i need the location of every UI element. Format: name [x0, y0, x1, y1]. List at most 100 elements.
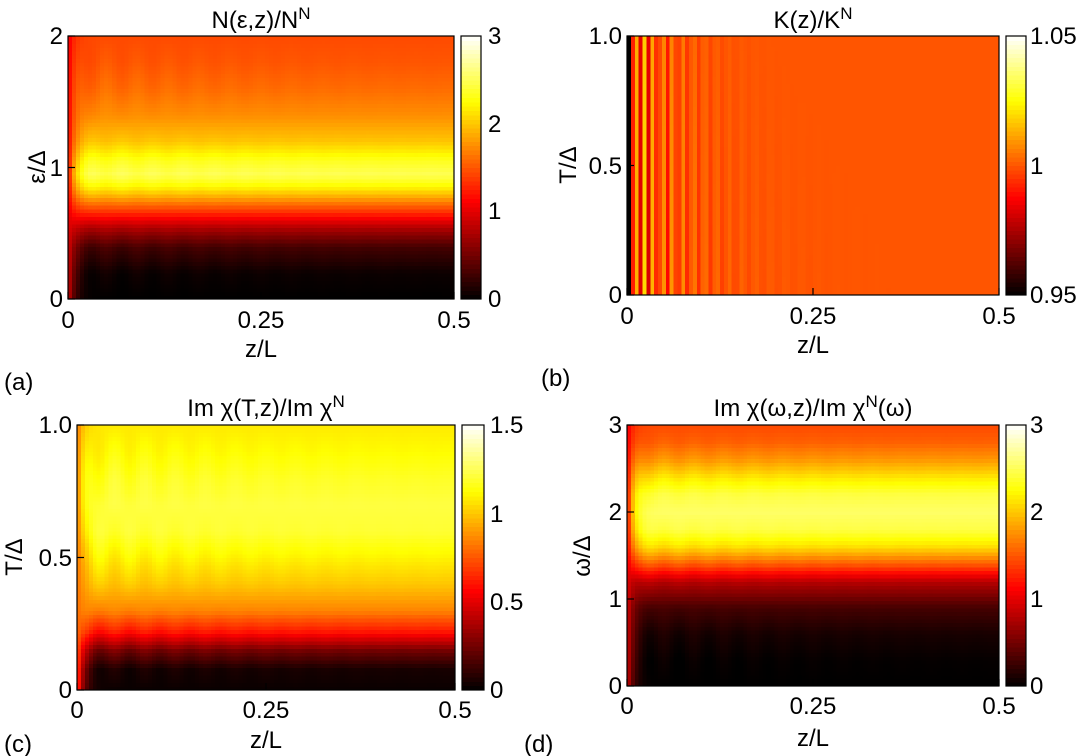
heatmap-cell — [100, 36, 105, 40]
heatmap-cell — [132, 77, 137, 81]
heatmap-cell — [88, 47, 93, 51]
heatmap-cell — [132, 74, 137, 78]
heatmap-cell — [72, 145, 77, 149]
heatmap-cell — [128, 47, 133, 51]
heatmap-cell — [96, 205, 101, 209]
heatmap-cell — [120, 66, 125, 70]
heatmap-cell — [84, 141, 89, 145]
heatmap-cell — [80, 107, 85, 111]
heatmap-cell — [124, 254, 129, 258]
heatmap-cell — [132, 276, 137, 280]
heatmap-cell — [92, 100, 97, 104]
heatmap-cell — [120, 224, 125, 228]
heatmap-cell — [100, 149, 105, 153]
heatmap-cell — [136, 246, 141, 250]
heatmap-cell — [152, 122, 157, 126]
heatmap-cell — [72, 194, 77, 198]
heatmap-cell — [132, 235, 137, 239]
heatmap-cell — [140, 66, 145, 70]
heatmap-cell — [80, 183, 85, 187]
heatmap-cell — [108, 126, 113, 130]
heatmap-cell — [136, 160, 141, 164]
heatmap-cell — [120, 74, 125, 78]
heatmap-cell — [124, 152, 129, 156]
heatmap-cell — [92, 89, 97, 93]
heatmap-cell — [128, 168, 133, 172]
heatmap-cell — [108, 44, 113, 48]
heatmap-cell — [144, 107, 149, 111]
heatmap-cell — [140, 265, 145, 269]
heatmap-cell — [100, 205, 105, 209]
heatmap-cell — [148, 70, 153, 74]
heatmap-cell — [104, 284, 109, 288]
heatmap-cell — [84, 213, 89, 217]
heatmap-cell — [120, 104, 125, 108]
heatmap-cell — [124, 250, 129, 254]
heatmap-cell — [136, 250, 141, 254]
heatmap-cell — [148, 77, 153, 81]
heatmap-cell — [88, 81, 93, 85]
heatmap-cell — [120, 179, 125, 183]
heatmap-cell — [116, 220, 121, 224]
heatmap-cell — [80, 179, 85, 183]
heatmap-cell — [152, 261, 157, 265]
heatmap-cell — [100, 47, 105, 51]
heatmap-cell — [132, 36, 137, 40]
heatmap-cell — [132, 51, 137, 55]
figure: N(ε,z)/NN 0 0.25 0.5 0 1 2 z/L ε/Δ 0 1 2… — [0, 0, 1080, 756]
heatmap-cell — [148, 137, 153, 141]
heatmap-cell — [136, 235, 141, 239]
heatmap-cell — [92, 254, 97, 258]
heatmap-cell — [124, 111, 129, 115]
heatmap-cell — [88, 92, 93, 96]
heatmap-cell — [68, 254, 73, 258]
heatmap-cell — [116, 111, 121, 115]
heatmap-cell — [116, 62, 121, 66]
heatmap-cell — [96, 246, 101, 250]
heatmap-cell — [92, 186, 97, 190]
heatmap-cell — [132, 183, 137, 187]
heatmap-cell — [88, 175, 93, 179]
heatmap-cell — [128, 198, 133, 202]
heatmap-cell — [120, 168, 125, 172]
heatmap-cell — [88, 171, 93, 175]
heatmap-cell — [152, 284, 157, 288]
heatmap-cell — [84, 284, 89, 288]
heatmap-cell — [116, 269, 121, 273]
heatmap-cell — [140, 239, 145, 243]
heatmap-cell — [148, 291, 153, 295]
heatmap-cell — [96, 40, 101, 44]
heatmap-cell — [108, 51, 113, 55]
heatmap-cell — [144, 190, 149, 194]
heatmap-cell — [96, 171, 101, 175]
heatmap-cell — [140, 134, 145, 138]
heatmap-cell — [132, 213, 137, 217]
heatmap-cell — [144, 235, 149, 239]
heatmap-cell — [124, 186, 129, 190]
heatmap-cell — [104, 107, 109, 111]
heatmap-cell — [104, 186, 109, 190]
heatmap-cell — [112, 62, 117, 66]
heatmap-cell — [96, 186, 101, 190]
heatmap-cell — [84, 261, 89, 265]
heatmap-cell — [136, 55, 141, 59]
heatmap-cell — [136, 122, 141, 126]
heatmap-cell — [112, 66, 117, 70]
heatmap-cell — [132, 228, 137, 232]
heatmap-cell — [108, 288, 113, 292]
heatmap-cell — [148, 201, 153, 205]
heatmap-cell — [104, 104, 109, 108]
heatmap-cell — [84, 179, 89, 183]
heatmap-cell — [76, 220, 81, 224]
heatmap-cell — [108, 186, 113, 190]
heatmap-cell — [148, 205, 153, 209]
heatmap-cell — [116, 171, 121, 175]
heatmap-cell — [72, 224, 77, 228]
heatmap-cell — [92, 288, 97, 292]
heatmap-cell — [152, 216, 157, 220]
heatmap-cell — [112, 55, 117, 59]
heatmap-cell — [128, 269, 133, 273]
heatmap-cell — [96, 115, 101, 119]
heatmap-cell — [108, 81, 113, 85]
heatmap-cell — [72, 55, 77, 59]
